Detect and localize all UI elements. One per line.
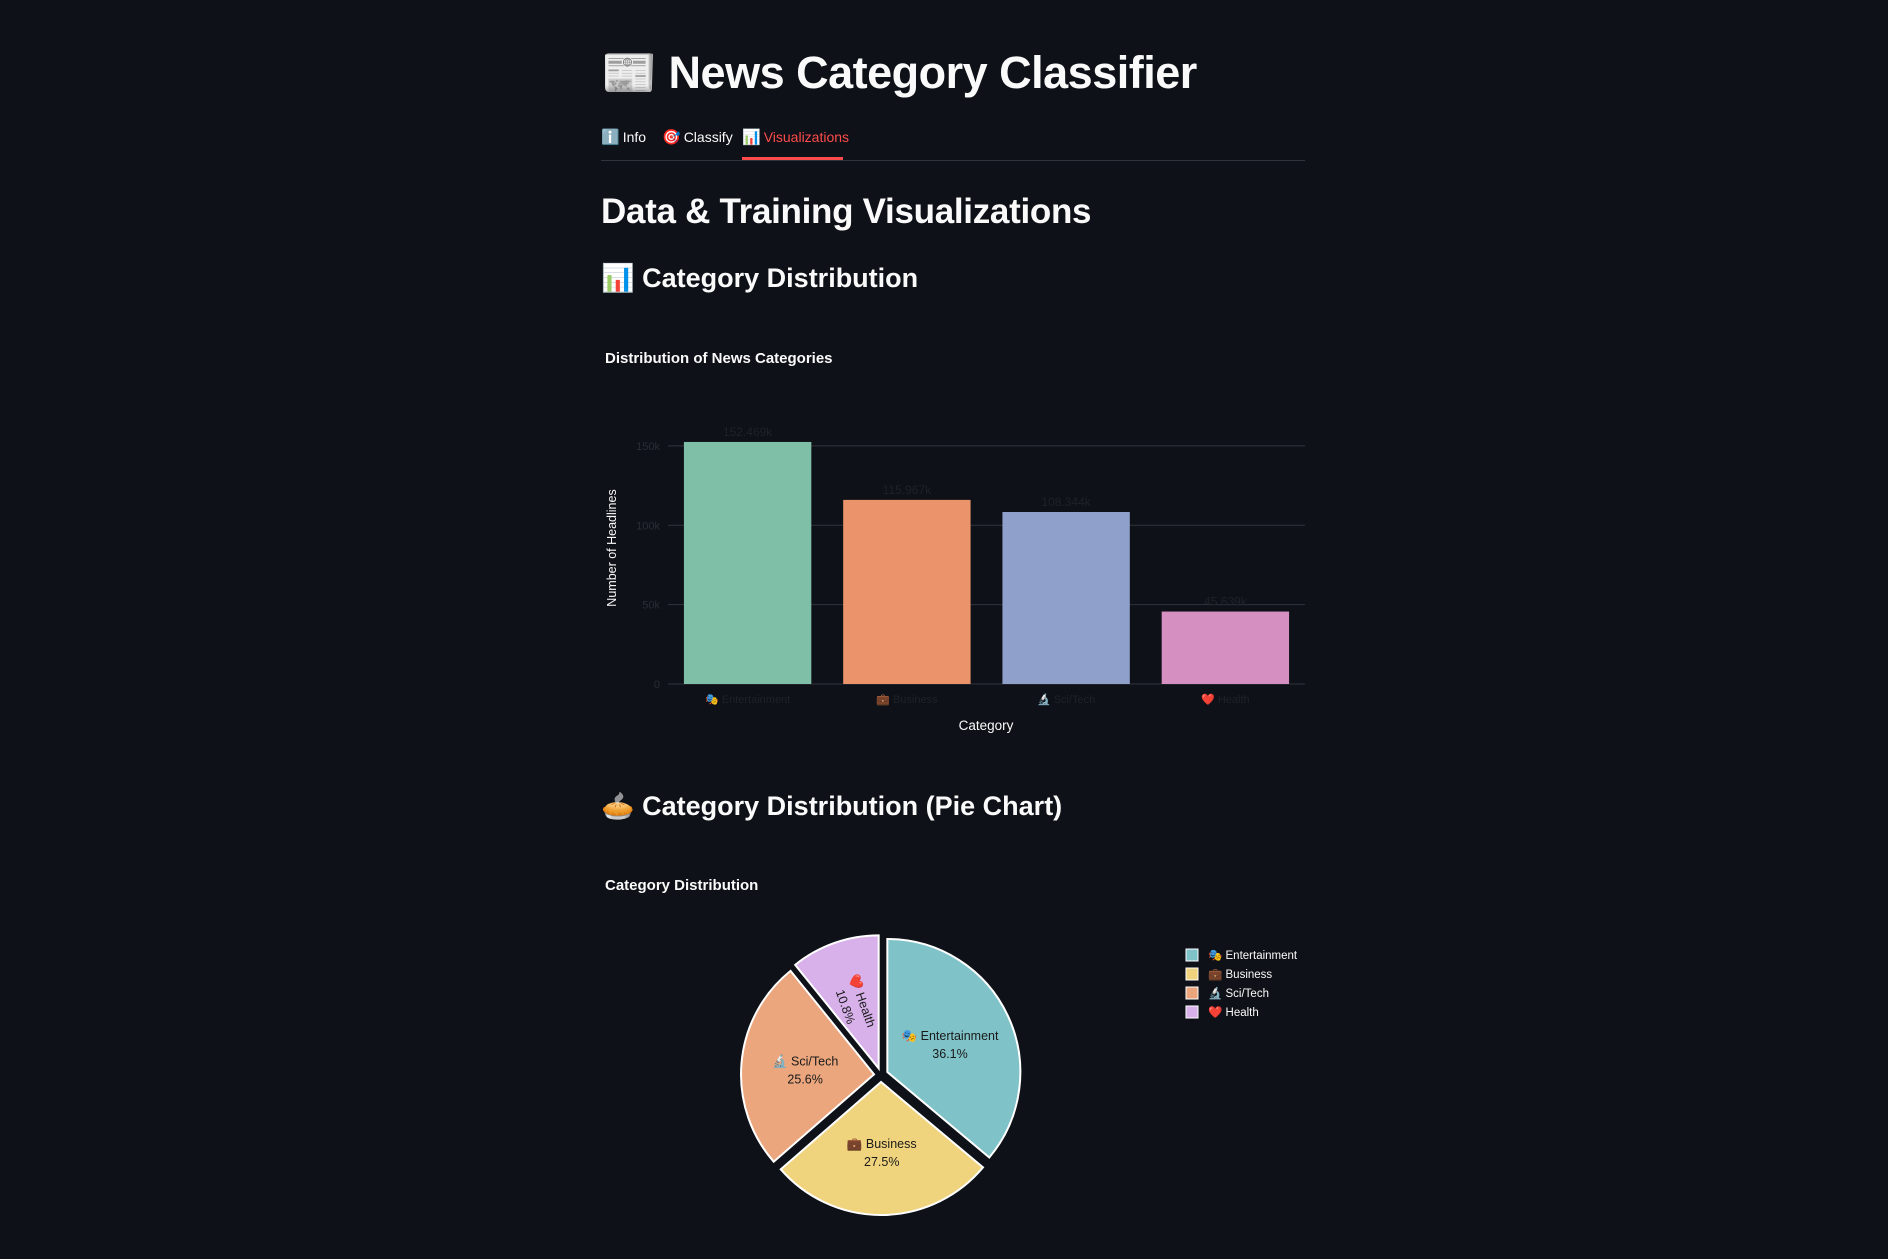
pie-slice[interactable] [740,969,876,1164]
info-icon: ℹ️ [601,129,620,146]
bar-value-label: 108.344k [1041,495,1091,509]
legend-item[interactable]: 🔬 Sci/Tech [1208,986,1269,1000]
pie-slice[interactable] [886,938,1022,1159]
bar-y-axis-label: Number of Headlines [605,489,619,606]
bar-chart: Number of Headlines Category 0 50k 100k 150… [605,425,1305,733]
legend-swatch [1185,986,1199,1000]
legend-swatch [1185,948,1199,962]
bar-chart-title: Distribution of News Categories [605,350,833,367]
bar-y-tick-label: 150k [636,441,660,453]
pie-slice-group: 💼 Business 27.5% [779,1080,985,1216]
pie-chart-title: Category Distribution [605,877,759,894]
app-title-text: News Category Classifier [668,47,1198,98]
section-heading: Data & Training Visualizations [601,192,1092,231]
pie-section-heading: 🥧 Category Distribution (Pie Chart) [601,790,1062,822]
bar-section-heading: 📊 Category Distribution [601,262,918,294]
tab-visualizations[interactable]: 📊 Visualizations [742,128,849,146]
pie-slice-group: 🔬 Sci/Tech 25.6% [740,969,876,1164]
pie-slice-percent: 36.1% [932,1047,967,1061]
pie-slice-percent: 25.6% [787,1072,822,1086]
tab-classify[interactable]: 🎯 Classify [662,128,733,146]
legend-swatch [1185,967,1199,981]
legend-item[interactable]: 🎭 Entertainment [1208,949,1298,962]
pie-slice-label: 💼 Business [847,1137,917,1151]
bar-value-label: 115.967k [883,483,932,497]
bar[interactable] [843,499,971,684]
active-tab-indicator [742,157,843,160]
bar[interactable] [1002,512,1130,684]
tab-bar: ℹ️ Info 🎯 Classify 📊 Visualizations [601,120,1305,161]
page-title: 📰 News Category Classifier [601,46,1197,99]
pie-section-title: Category Distribution (Pie Chart) [642,791,1063,821]
bar-y-tick-label: 100k [636,520,660,532]
pie-chart: 🎭 Entertainment 36.1% 💼 Business 27.5% 🔬 Sci… [740,934,1298,1216]
bar-x-axis-label: Category [959,718,1014,733]
pie-slice[interactable] [779,1080,985,1216]
pie-slice-percent: 27.5% [864,1155,899,1169]
pie-icon: 🥧 [601,791,635,821]
tab-visualizations-label: Visualizations [763,129,850,145]
pie-label-group: 🔬 Sci/Tech 25.6% [772,1053,838,1086]
target-icon: 🎯 [662,129,681,146]
bar-x-tick-label: 🔬 Sci/Tech [1037,692,1095,706]
pie-slice-label: 🔬 Sci/Tech [772,1053,838,1068]
bar[interactable] [683,441,812,684]
bar-chart-icon: 📊 [742,129,761,146]
tab-info[interactable]: ℹ️ Info [601,128,646,146]
pie-slice-group: 🎭 Entertainment 36.1% [886,938,1022,1159]
bar-x-tick-label: 🎭 Entertainment [705,694,790,706]
bar-section-title: Category Distribution [642,263,919,293]
bar-y-tick-label: 0 [654,679,660,691]
bar[interactable] [1161,611,1290,684]
bar-y-tick-label: 50k [642,600,660,612]
legend-item[interactable]: 💼 Business [1208,969,1272,981]
bar-x-tick-label: ❤️ Health [1201,693,1250,706]
bar-value-label: 45.639k [1204,595,1248,609]
legend-item[interactable]: ❤️ Health [1208,1005,1259,1019]
pie-slice-label: 🎭 Entertainment [902,1029,999,1043]
newspaper-icon: 📰 [601,47,657,98]
bar-value-label: 152.469k [723,425,773,439]
tab-classify-label: Classify [683,129,733,145]
pie-slice[interactable] [793,934,880,1072]
pie-label-group: 💼 Business 27.5% [847,1137,917,1169]
pie-label-group: 🎭 Entertainment 36.1% [902,1029,999,1061]
bar-chart-icon: 📊 [601,263,635,293]
legend-swatch [1185,1005,1199,1019]
bar-x-tick-label: 💼 Business [876,694,938,706]
tab-info-label: Info [622,129,647,145]
